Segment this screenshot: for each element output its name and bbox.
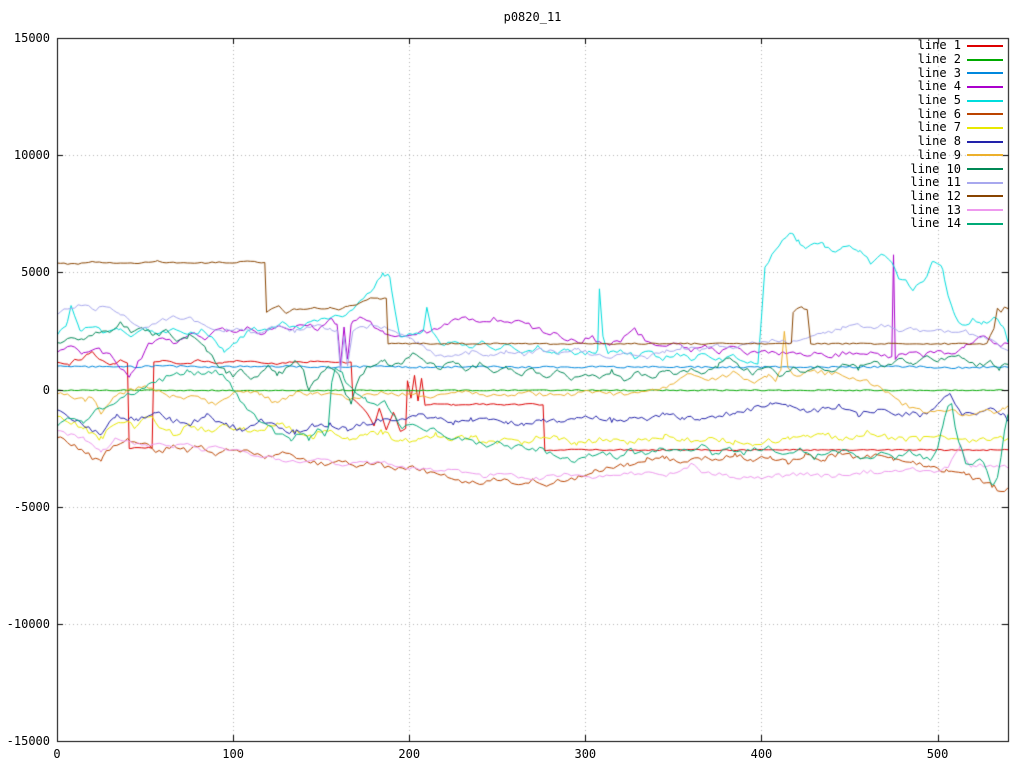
legend-line-sample xyxy=(967,99,1003,102)
x-tick-label: 500 xyxy=(926,747,949,761)
x-tick-label: 100 xyxy=(222,747,244,761)
legend-entry-label: line 1 xyxy=(917,38,961,53)
legend-entry-label: line 10 xyxy=(910,161,961,176)
legend-entry-label: line 12 xyxy=(910,188,961,203)
legend-entry: line 11 xyxy=(910,176,1003,190)
x-tick-label: 0 xyxy=(53,747,61,761)
legend-entry-label: line 14 xyxy=(910,216,961,231)
legend-entry: line 13 xyxy=(910,203,1003,217)
x-tick-label: 200 xyxy=(398,747,421,761)
legend-entry: line 5 xyxy=(910,94,1003,108)
legend-entry-label: line 6 xyxy=(917,106,961,121)
legend-line-sample xyxy=(967,181,1003,184)
legend-line-sample xyxy=(967,113,1003,116)
legend-line-sample xyxy=(967,72,1003,75)
legend-entry: line 8 xyxy=(910,135,1003,149)
y-tick-label: -10000 xyxy=(6,616,50,631)
legend-entry-label: line 2 xyxy=(917,52,961,67)
x-tick-label: 300 xyxy=(574,747,597,761)
legend-entry: line 1 xyxy=(910,39,1003,53)
legend-line-sample xyxy=(967,222,1003,225)
legend-line-sample xyxy=(967,85,1003,88)
y-tick-label: -15000 xyxy=(6,734,50,748)
legend-line-sample xyxy=(967,58,1003,61)
legend-entry: line 3 xyxy=(910,66,1003,80)
legend-entry: line 14 xyxy=(910,217,1003,231)
legend-line-sample xyxy=(967,168,1003,171)
legend-entry: line 12 xyxy=(910,188,1003,204)
legend-entry: line 7 xyxy=(910,121,1003,135)
legend-entry-label: line 8 xyxy=(917,134,961,149)
legend-line-sample xyxy=(967,126,1003,129)
legend-line-sample xyxy=(967,195,1003,198)
legend-line-sample xyxy=(967,209,1003,212)
y-tick-label: 5000 xyxy=(21,265,50,280)
legend-entry-label: line 3 xyxy=(917,65,961,80)
x-tick-label: 400 xyxy=(750,747,773,761)
y-tick-label: 10000 xyxy=(13,148,50,163)
legend-entry-label: line 13 xyxy=(910,202,961,217)
y-tick-label: 15000 xyxy=(13,31,50,45)
legend-entry-label: line 5 xyxy=(917,93,961,108)
legend-entry: line 10 xyxy=(910,162,1003,176)
chart-title: p0820_11 xyxy=(503,10,562,24)
legend-entry-label: line 4 xyxy=(917,79,961,94)
legend-entry: line 6 xyxy=(910,107,1003,121)
legend-entry-label: line 7 xyxy=(917,120,961,135)
legend-line-sample xyxy=(967,140,1003,143)
legend-entry-label: line 11 xyxy=(910,175,961,190)
legend-entry: line 4 xyxy=(910,80,1003,94)
legend-entry-label: line 9 xyxy=(917,147,961,162)
legend: line 1 line 2 line 3 line 4 line 5 line 6 line… xyxy=(910,39,1003,231)
legend-line-sample xyxy=(967,44,1003,47)
legend-entry: line 2 xyxy=(910,53,1003,67)
y-tick-label: -5000 xyxy=(13,499,50,514)
legend-line-sample xyxy=(967,154,1003,157)
legend-entry: line 9 xyxy=(910,147,1003,163)
y-tick-label: 0 xyxy=(42,382,50,397)
